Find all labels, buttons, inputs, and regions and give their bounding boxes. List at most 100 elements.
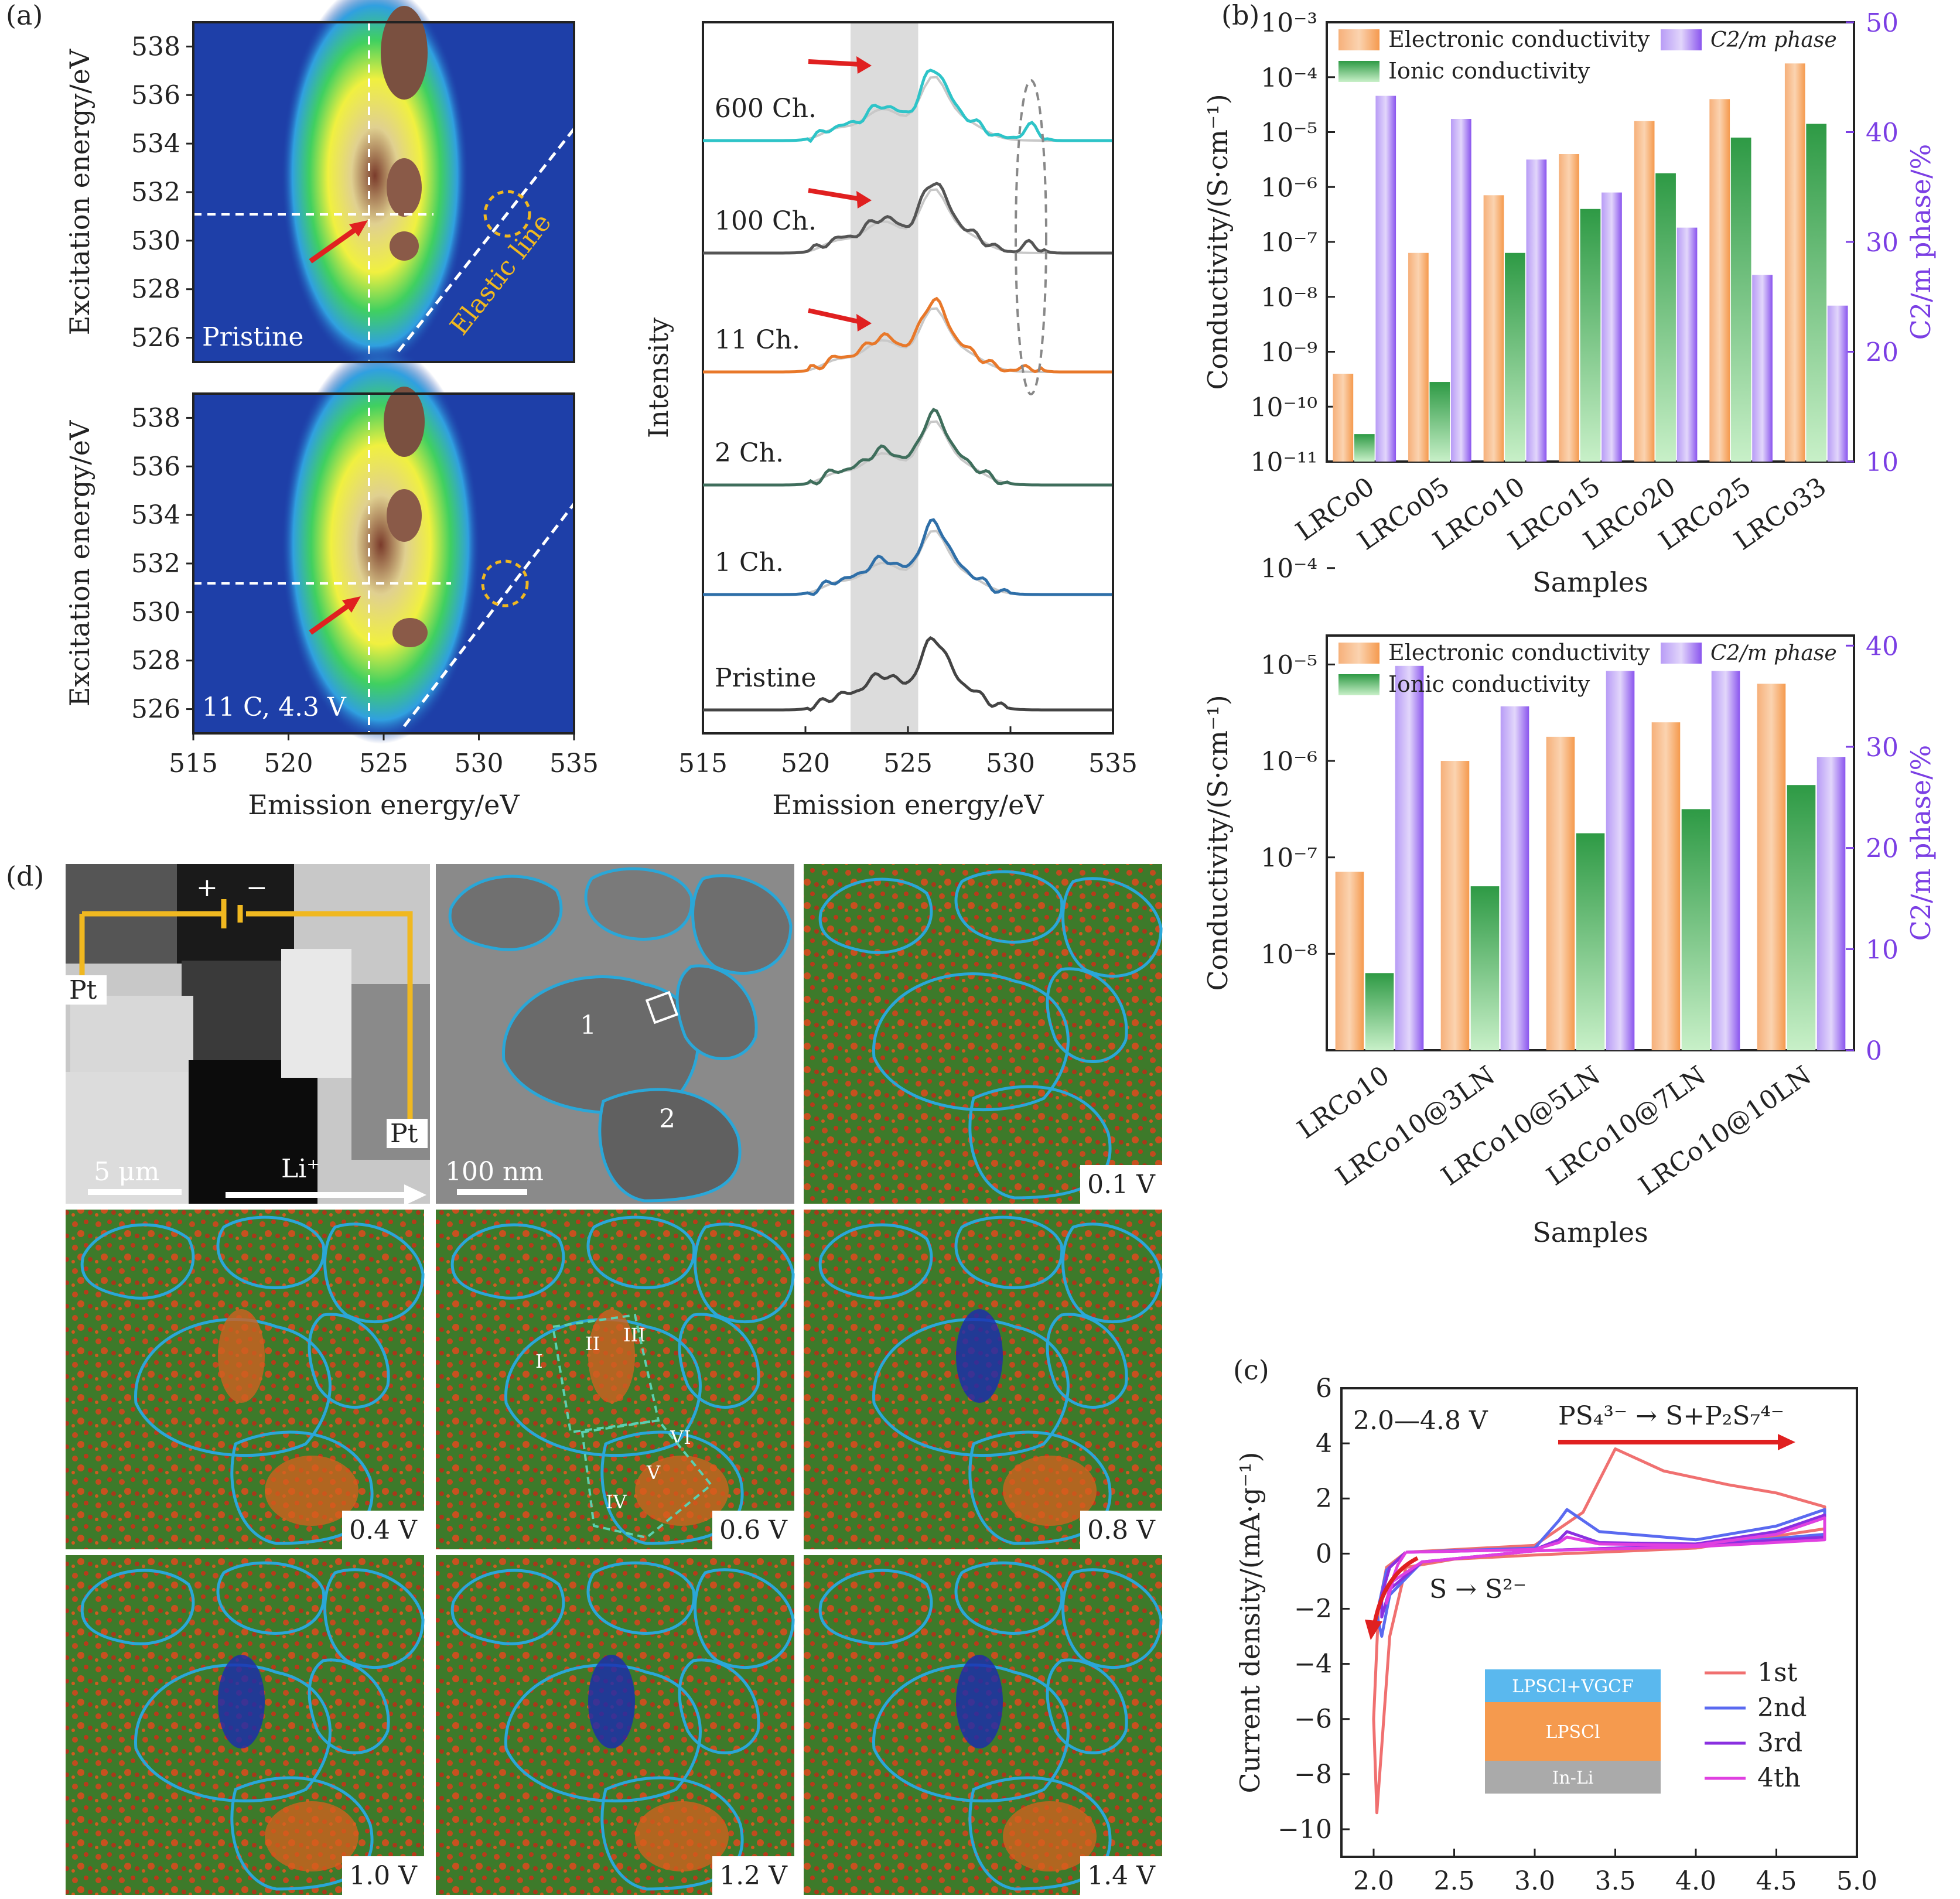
rixs-map-pristine: Pristine Elastic line: [193, 0, 575, 369]
red-arrow: [808, 188, 862, 201]
x-tick-label: 5.0: [1836, 1866, 1877, 1896]
grain-outlines: [818, 1215, 1163, 1545]
y-tick-label: 10⁻⁶: [1261, 747, 1317, 777]
bar-xlabel: Samples: [1532, 566, 1648, 598]
bar-ylabel: Conductivity/(S·cm⁻¹): [1202, 94, 1234, 390]
inset-layer: [1485, 1702, 1661, 1761]
y-tick-label: 526: [131, 323, 180, 353]
legend-swatch-c2m: [1661, 29, 1702, 50]
y-tick-label: 10⁻⁴: [1261, 63, 1317, 93]
grain-outline: [1046, 967, 1128, 1063]
tem-image: 1 2 100 nm: [436, 864, 794, 1204]
voltage-label: 0.1 V: [1087, 1170, 1156, 1200]
bar-electronic: [1408, 252, 1429, 462]
grain-outline: [450, 1569, 565, 1645]
bar-c2m: [1606, 671, 1635, 1050]
x-tick-label: 520: [264, 749, 313, 778]
grain-outline: [954, 1215, 1064, 1289]
inset-layer-label: LPSCl: [1545, 1722, 1600, 1743]
bar-c2m: [1375, 95, 1396, 462]
grain-outline: [586, 1215, 696, 1289]
grain-outline: [818, 1223, 933, 1300]
bar-electronic: [1483, 195, 1504, 462]
legend-swatch-ionic: [1338, 674, 1379, 695]
bar-electronic: [1546, 736, 1575, 1050]
grain-outline: [1061, 1222, 1163, 1324]
legend-c2m: C2/m phase: [1710, 28, 1837, 52]
grain-outline: [872, 1318, 1070, 1457]
voltage-label: 1.4 V: [1087, 1861, 1156, 1891]
grain-outline: [694, 1222, 795, 1324]
y2-tick-label: 30: [1866, 733, 1898, 763]
red-arrow: [808, 308, 862, 325]
x-tick-label: 2.5: [1434, 1866, 1475, 1896]
bar-ionic: [1787, 785, 1816, 1050]
grain-outline: [134, 1664, 332, 1803]
inset-layer-label: In-Li: [1552, 1768, 1594, 1788]
legend-swatch-c2m: [1661, 643, 1702, 664]
y-tick-label: 532: [131, 177, 180, 207]
rixs-label-cycled: 11 C, 4.3 V: [202, 692, 347, 722]
y-tick-label: 2: [1316, 1484, 1332, 1514]
spectrum-line: [703, 518, 1112, 596]
dashed-ellipse: [1015, 79, 1047, 395]
rixs-ylabel: Excitation energy/eV: [64, 420, 95, 706]
category-label: LRCo10: [1292, 1060, 1395, 1145]
conductivity-chart-bottom: 10⁻⁴ 10⁻⁵ 10⁻⁶ 10⁻⁷ 10⁻⁸ 0 10 20 30 40 LRCo10 LRCo1…: [1202, 554, 1937, 1248]
y-tick-label: 538: [131, 403, 180, 433]
bar-c2m: [1752, 275, 1773, 462]
bar-c2m: [1526, 159, 1547, 462]
y-tick-label: 10⁻¹⁰: [1251, 392, 1318, 422]
y-tick-label: 526: [131, 695, 180, 725]
grain-1-label: 1: [580, 1010, 596, 1040]
y-tick-label: 532: [131, 549, 180, 579]
grain-hotspot: [1003, 1456, 1097, 1526]
inset-layer-label: LPSCl+VGCF: [1512, 1676, 1634, 1697]
legend-label: 3rd: [1757, 1728, 1802, 1758]
voltage-label-box: [1080, 1511, 1162, 1549]
bar-ionic: [1681, 809, 1710, 1050]
y2-tick-label: 40: [1866, 118, 1898, 148]
region-label: II: [585, 1333, 600, 1355]
grain-hotspot: [218, 1655, 265, 1748]
y-tick-label: 530: [131, 226, 180, 256]
y-tick-label: 536: [131, 80, 180, 110]
bar-c2m: [1816, 757, 1846, 1050]
bar-ionic: [1365, 973, 1394, 1050]
y2-tick-label: 20: [1866, 338, 1898, 368]
legend-c2m: C2/m phase: [1710, 641, 1837, 665]
legend-electronic: Electronic conductivity: [1388, 640, 1650, 665]
y-tick-label: 4: [1316, 1429, 1332, 1459]
grain-hotspot: [588, 1309, 635, 1403]
y-tick-label: 10⁻⁸: [1261, 940, 1317, 969]
spectrum-label: 11 Ch.: [715, 325, 800, 355]
spectrum-line: [703, 408, 1112, 487]
sem-scale-label: 5 μm: [94, 1157, 159, 1187]
grain-outlines: [80, 1561, 425, 1891]
reduction-arrowhead: [1365, 1620, 1382, 1640]
grain-outline: [818, 877, 933, 954]
grain-outline: [1046, 1658, 1128, 1754]
spectrum-line: [703, 296, 1112, 374]
x-tick-label: 515: [678, 749, 728, 778]
y2-tick-label: 10: [1866, 935, 1898, 965]
y2-tick-label: 50: [1866, 8, 1898, 38]
bar-c2m: [1827, 305, 1848, 462]
legend-swatch-electronic: [1338, 643, 1379, 664]
cv-frame: [1340, 1387, 1858, 1858]
x-tick-label: 530: [986, 749, 1035, 778]
bar-ionic: [1354, 434, 1375, 462]
grain-outline: [678, 1313, 760, 1409]
x-tick-label: 525: [883, 749, 933, 778]
rixs-ylabel: Excitation energy/eV: [64, 49, 95, 335]
grain-outlines: [80, 1215, 425, 1545]
legend-ionic: Ionic conductivity: [1388, 58, 1590, 84]
shaded-region: [851, 22, 918, 733]
x-tick-label: 515: [169, 749, 218, 778]
voltage-label-box: [712, 1856, 794, 1895]
grain-outline: [1061, 1568, 1163, 1669]
grain-outline: [818, 1569, 933, 1645]
x-tick-label: 535: [1088, 749, 1138, 778]
